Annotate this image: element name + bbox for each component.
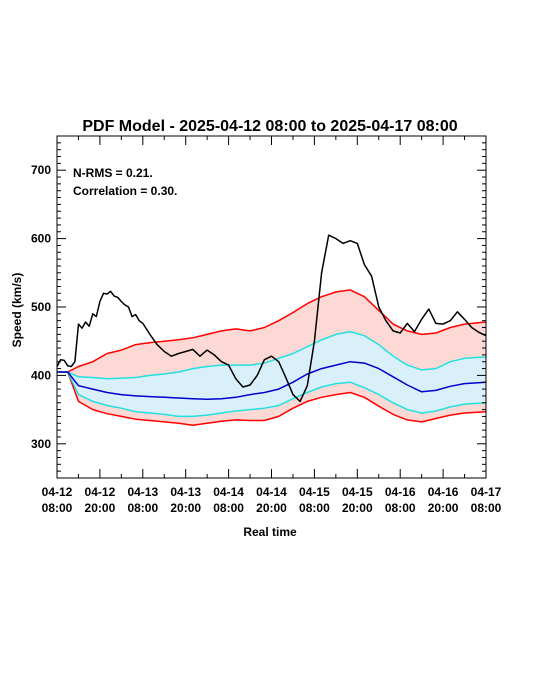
bands-layer [57,289,486,426]
x-tick-label: 04-13 08:00 [127,485,158,515]
y-tick-label: 400 [31,368,51,382]
x-tick-label: 04-15 08:00 [299,485,330,515]
observed-line [56,234,487,403]
inner-band-fill [57,331,486,417]
y-tick-label: 500 [31,300,51,314]
y-axis-label: Speed (km/s) [10,273,24,348]
x-tick-label: 04-15 20:00 [342,485,373,515]
lower-outer-line [57,371,487,427]
y-tick-label: 300 [31,437,51,451]
upper-inner-line [57,330,487,380]
annotation-correlation: Correlation = 0.30. [73,184,177,198]
x-tick-label: 04-17 08:00 [471,485,502,515]
x-tick-label: 04-14 08:00 [213,485,244,515]
median-line [57,360,487,401]
axes: 300 400 500 600 700 04-12 08:00 04-12 20:00 04-13… [31,135,502,515]
x-tick-label: 04-12 20:00 [85,485,116,515]
series-layer [56,234,487,427]
y-tick-label: 700 [31,163,51,177]
x-tick-label: 04-16 08:00 [385,485,416,515]
x-tick-label: 04-12 08:00 [42,485,73,515]
x-tick-label: 04-14 20:00 [256,485,287,515]
lower-inner-line [57,371,487,418]
x-axis-label: Real time [243,525,297,539]
annotation-nrms: N-RMS = 0.21. [73,166,153,180]
upper-outer-line [57,289,487,373]
y-tick-label: 600 [31,232,51,246]
chart-title: PDF Model - 2025-04-12 08:00 to 2025-04-… [82,118,457,135]
x-tick-label: 04-16 20:00 [428,485,459,515]
x-tick-label: 04-13 20:00 [170,485,201,515]
